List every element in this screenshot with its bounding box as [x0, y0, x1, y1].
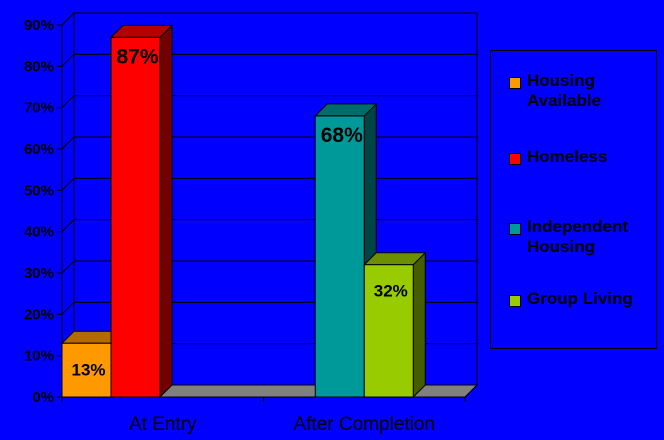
bar-group-living: 32%: [363, 251, 427, 399]
y-tick-label: 50%: [24, 182, 54, 199]
legend-swatch-homeless: [509, 153, 521, 165]
y-tick-label: 40%: [24, 224, 54, 241]
legend-label-housing-available: Housing Available: [527, 71, 602, 110]
data-label-homeless: 87%: [116, 45, 158, 68]
gridline: [61, 95, 477, 109]
y-tick-label: 0%: [32, 389, 54, 406]
chart-legend: Housing Available Homeless Independent H…: [490, 50, 657, 349]
chart-bars: 13% 87% 68% 32%: [60, 24, 427, 399]
legend-swatch-housing-available: [509, 77, 521, 89]
bar-front: [110, 36, 161, 398]
y-tick-label: 10%: [24, 348, 54, 365]
legend-item-homeless: Homeless: [509, 147, 657, 167]
legend-label-group-living: Group Living: [527, 289, 633, 308]
y-tick-label: 90%: [24, 17, 54, 34]
data-label-independent-housing: 68%: [321, 124, 363, 147]
legend-item-housing-available: Housing Available: [509, 71, 657, 111]
bar-front: [314, 115, 365, 398]
legend-label-independent-housing: Independent Housing: [527, 217, 629, 256]
category-label: At Entry: [129, 414, 197, 435]
y-tick-label: 30%: [24, 265, 54, 282]
bar-side: [159, 24, 173, 399]
bar-homeless: 87%: [109, 24, 174, 399]
y-tick-label: 80%: [24, 58, 54, 75]
gridline: [61, 53, 477, 67]
bar-side: [412, 251, 426, 399]
legend-item-independent-housing: Independent Housing: [509, 217, 657, 257]
category-label: After Completion: [293, 414, 435, 435]
data-label-housing-available: 13%: [71, 360, 105, 379]
gridline: [61, 12, 477, 26]
legend-swatch-independent-housing: [509, 223, 521, 235]
bar-front: [61, 342, 112, 398]
legend-label-homeless: Homeless: [527, 147, 608, 166]
y-tick-label: 60%: [24, 141, 54, 158]
bar-front: [363, 264, 414, 398]
data-label-group-living: 32%: [374, 282, 408, 301]
legend-swatch-group-living: [509, 295, 521, 307]
y-tick-label: 70%: [24, 100, 54, 117]
legend-item-group-living: Group Living: [509, 289, 657, 309]
y-axis-ticks: 0% 10% 20% 30% 40% 50% 60% 70% 80% 90%: [24, 17, 62, 406]
chart-axes: [61, 25, 466, 402]
y-tick-label: 20%: [24, 306, 54, 323]
x-axis-categories: At Entry After Completion: [129, 414, 435, 435]
